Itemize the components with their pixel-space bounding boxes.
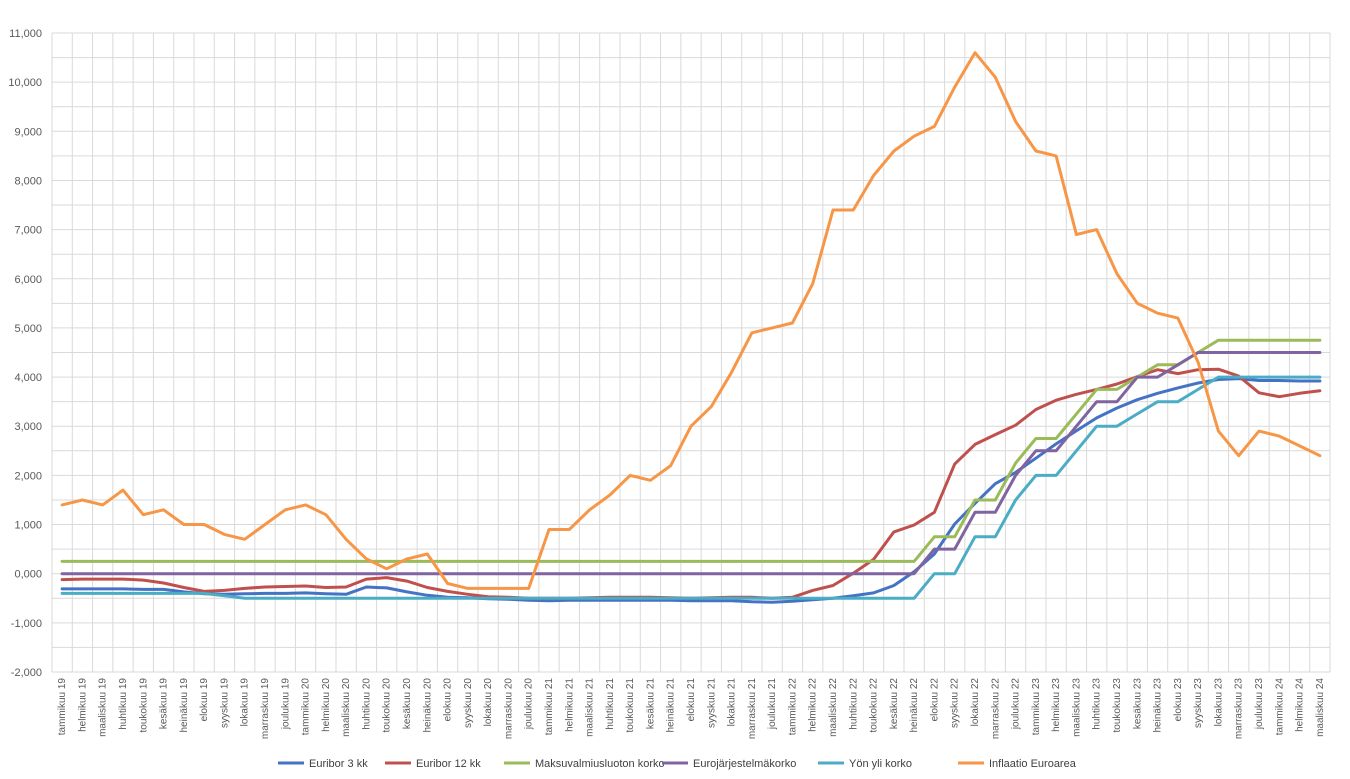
x-tick-label: heinäkuu 20 xyxy=(422,678,433,733)
y-axis-tick-labels: -2,000 -1,000 0,000 1,000 2,000 3,000 4,000 5,0… xyxy=(8,28,42,679)
series-line xyxy=(60,375,1322,600)
series-line xyxy=(60,351,1322,576)
x-tick-label: toukokuu 22 xyxy=(869,678,880,733)
x-tick-label: helmikuu 24 xyxy=(1295,678,1306,732)
x-tick-label: huhtikuu 19 xyxy=(118,678,129,730)
legend-entry: Inflaatio Euroarea xyxy=(989,758,1077,770)
legend-entry: Euribor 12 kk xyxy=(416,758,481,770)
x-tick-label: toukokuu 19 xyxy=(138,678,149,733)
x-tick-label: marraskuu 21 xyxy=(747,678,758,740)
y-tick-label: 8,000 xyxy=(14,175,42,187)
x-tick-label: elokuu 21 xyxy=(686,678,697,722)
series-line xyxy=(60,377,1322,604)
x-tick-label: syyskuu 19 xyxy=(219,678,230,728)
y-tick-label: 6,000 xyxy=(14,274,42,286)
x-tick-label: marraskuu 22 xyxy=(990,678,1001,740)
x-axis-tick-labels: tammikuu 19 helmikuu 19 maaliskuu 19 huhtik… xyxy=(57,678,1326,740)
x-tick-label: tammikuu 24 xyxy=(1274,678,1285,736)
legend-entry: Yön yli korko xyxy=(849,758,912,770)
x-tick-label: helmikuu 20 xyxy=(321,678,332,732)
x-tick-label: toukokuu 21 xyxy=(625,678,636,733)
x-tick-label: maaliskuu 21 xyxy=(585,678,596,737)
series-lines xyxy=(60,51,1322,604)
x-tick-label: heinäkuu 22 xyxy=(909,678,920,733)
x-tick-label: tammikuu 19 xyxy=(57,678,68,736)
x-tick-label: elokuu 23 xyxy=(1173,678,1184,722)
y-tick-label: -1,000 xyxy=(11,618,42,630)
x-tick-label: syyskuu 21 xyxy=(706,678,717,728)
x-tick-label: syyskuu 20 xyxy=(463,678,474,728)
x-tick-label: maaliskuu 23 xyxy=(1071,678,1082,737)
y-tick-label: 10,000 xyxy=(8,77,42,89)
x-tick-label: elokuu 22 xyxy=(929,678,940,722)
x-tick-label: marraskuu 20 xyxy=(503,678,514,740)
x-tick-label: helmikuu 22 xyxy=(808,678,819,732)
x-tick-label: lokakuu 20 xyxy=(483,678,494,727)
legend: Euribor 3 kk Euribor 12 kk Maksuvalmiusluo… xyxy=(278,758,1077,770)
x-tick-label: helmikuu 23 xyxy=(1051,678,1062,732)
y-tick-label: 11,000 xyxy=(9,28,42,40)
x-tick-label: huhtikuu 20 xyxy=(361,678,372,730)
x-tick-label: heinäkuu 21 xyxy=(666,678,677,733)
x-tick-label: elokuu 19 xyxy=(199,678,210,722)
x-tick-label: maaliskuu 20 xyxy=(341,678,352,737)
legend-entry: Maksuvalmiusluoton korko xyxy=(535,758,665,770)
x-tick-label: elokuu 20 xyxy=(443,678,454,722)
x-tick-label: tammikuu 22 xyxy=(787,678,798,736)
x-tick-label: heinäkuu 23 xyxy=(1153,678,1164,733)
x-tick-label: maaliskuu 24 xyxy=(1315,678,1326,737)
y-tick-label: 4,000 xyxy=(14,372,42,384)
x-tick-label: kesäkuu 20 xyxy=(402,678,413,730)
series-line xyxy=(60,338,1322,563)
x-tick-label: huhtikuu 21 xyxy=(605,678,616,730)
y-tick-label: 2,000 xyxy=(14,470,42,482)
x-tick-label: huhtikuu 22 xyxy=(848,678,859,730)
y-tick-label: 1,000 xyxy=(14,520,42,532)
y-tick-label: 9,000 xyxy=(14,126,42,138)
x-tick-label: marraskuu 23 xyxy=(1234,678,1245,740)
x-tick-label: toukokuu 23 xyxy=(1112,678,1123,733)
x-tick-label: joulukuu 21 xyxy=(767,678,778,731)
x-tick-label: lokakuu 19 xyxy=(240,678,251,727)
x-tick-label: heinäkuu 19 xyxy=(179,678,190,733)
x-tick-label: joulukuu 23 xyxy=(1254,678,1265,731)
x-tick-label: tammikuu 20 xyxy=(301,678,312,736)
x-tick-label: lokakuu 21 xyxy=(727,678,738,727)
x-tick-label: maaliskuu 19 xyxy=(98,678,109,737)
x-tick-label: helmikuu 19 xyxy=(77,678,88,732)
x-tick-label: kesäkuu 19 xyxy=(159,678,170,730)
x-tick-label: kesäkuu 22 xyxy=(889,678,900,730)
x-tick-label: kesäkuu 23 xyxy=(1132,678,1143,730)
x-tick-label: joulukuu 19 xyxy=(280,678,291,731)
x-tick-label: toukokuu 20 xyxy=(382,678,393,733)
x-tick-label: joulukuu 20 xyxy=(524,678,535,731)
x-tick-label: kesäkuu 21 xyxy=(645,678,656,730)
x-tick-label: huhtikuu 23 xyxy=(1092,678,1103,730)
legend-entry: Eurojärjestelmäkorko xyxy=(693,758,796,770)
x-tick-label: syyskuu 23 xyxy=(1193,678,1204,728)
x-tick-label: joulukuu 22 xyxy=(1011,678,1022,731)
x-tick-label: maaliskuu 22 xyxy=(828,678,839,737)
x-tick-label: lokakuu 23 xyxy=(1213,678,1224,727)
y-tick-label: -2,000 xyxy=(11,667,42,679)
x-tick-label: tammikuu 23 xyxy=(1031,678,1042,736)
legend-entry: Euribor 3 kk xyxy=(309,758,368,770)
x-tick-label: tammikuu 21 xyxy=(544,678,555,736)
x-tick-label: syyskuu 22 xyxy=(950,678,961,728)
x-tick-label: helmikuu 21 xyxy=(564,678,575,732)
y-tick-label: 7,000 xyxy=(14,225,42,237)
x-tick-label: lokakuu 22 xyxy=(970,678,981,727)
y-tick-label: 3,000 xyxy=(14,421,42,433)
y-tick-label: 0,000 xyxy=(14,569,42,581)
series-line xyxy=(60,51,1322,590)
y-tick-label: 5,000 xyxy=(14,323,42,335)
x-tick-label: marraskuu 19 xyxy=(260,678,271,740)
